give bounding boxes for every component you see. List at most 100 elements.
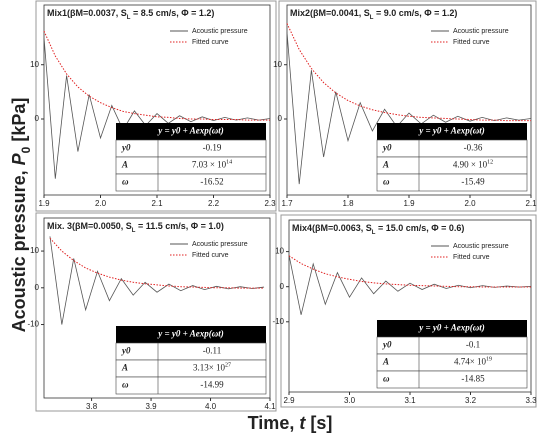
x-label-unit: [s]	[305, 413, 332, 433]
x-tick-label: 3.0	[344, 396, 356, 405]
x-tick-label: 2.0	[464, 199, 476, 208]
series-line	[49, 237, 265, 289]
table-value: -14.85	[461, 374, 485, 384]
x-tick-label: 2.0	[95, 199, 107, 208]
series-line	[43, 37, 271, 179]
series-line	[286, 23, 531, 122]
table-param: ω	[122, 177, 129, 187]
table-param: y0	[121, 143, 131, 153]
y-label-text: Acoustic pressure,	[9, 165, 29, 332]
legend-label: Fitted curve	[192, 252, 229, 259]
x-tick-label: 4.1	[264, 402, 276, 411]
legend-label: Fitted curve	[453, 39, 490, 46]
title-subscript: L	[127, 15, 131, 21]
y-tick-label: 0	[280, 282, 285, 291]
panel-title: Mix4(βM=0.0063, SL = 15.0 cm/s, Φ = 0.6)	[292, 223, 464, 235]
y-tick-label: -10	[27, 320, 39, 329]
table-value: 4.74× 1019	[454, 357, 492, 367]
x-tick-label: 1.7	[281, 199, 293, 208]
table-row	[115, 173, 267, 192]
y-tick-label: 0	[278, 114, 283, 123]
exponent: 14	[226, 160, 232, 166]
y-tick-label: 10	[30, 246, 39, 255]
legend-label: Acoustic pressure	[453, 243, 509, 250]
table-param: y0	[382, 340, 392, 350]
table-value: -16.52	[200, 177, 223, 187]
table-header-bg	[116, 123, 266, 140]
series-line	[288, 255, 531, 288]
x-tick-label: 2.1	[525, 199, 537, 208]
x-tick-label: 2.1	[151, 199, 163, 208]
table-row	[376, 353, 528, 372]
table-value: -15.49	[461, 177, 485, 187]
exponent: 12	[487, 160, 493, 166]
series-line	[49, 236, 265, 325]
mantissa: 4.74× 10	[454, 357, 487, 367]
table-row	[115, 376, 267, 395]
title-main: Mix4(βM=0.0063, S	[292, 223, 372, 233]
table-param: A	[121, 160, 128, 170]
table-row	[376, 370, 528, 389]
table-value: 4.90 × 1012	[453, 160, 493, 170]
title-main: Mix2(βM=0.0041, S	[290, 8, 370, 18]
y-tick-label: 10	[30, 60, 39, 69]
table-header: y = y0 + Aexp(ωt)	[418, 323, 484, 333]
series-line	[286, 32, 532, 185]
legend-label: Acoustic pressure	[192, 241, 248, 248]
panel-frame	[280, 214, 537, 408]
title-rest: = 8.5 cm/s, Φ = 1.2)	[130, 8, 214, 18]
y-label-unit: [kPa]	[9, 98, 29, 147]
x-tick-label: 3.9	[145, 402, 157, 411]
legend-label: Fitted curve	[453, 254, 490, 261]
table-param: A	[382, 357, 389, 367]
panel-frame	[278, 0, 537, 212]
title-main: Mix1(βM=0.0037, S	[47, 8, 127, 18]
table-value: -0.19	[203, 143, 222, 153]
x-tick-label: 4.0	[205, 402, 217, 411]
exponent: 27	[225, 363, 231, 369]
table-header: y = y0 + Aexp(ωt)	[418, 126, 484, 136]
y-label-subscript: 0	[19, 146, 33, 153]
table-value: -0.1	[466, 340, 480, 350]
table-param: ω	[122, 380, 129, 390]
table-row	[115, 359, 267, 378]
y-tick-label: 0	[35, 283, 40, 292]
table-row	[376, 139, 528, 158]
title-subscript: L	[132, 228, 136, 234]
table-param: y0	[382, 143, 392, 153]
y-tick-label: 10	[275, 247, 284, 256]
x-label-symbol: t	[299, 413, 306, 433]
table-header-bg	[377, 123, 527, 140]
x-tick-label: 1.8	[342, 199, 354, 208]
x-tick-label: 3.1	[404, 396, 416, 405]
x-axis-label: Time, t [s]	[248, 413, 333, 433]
table-value: -0.11	[203, 346, 221, 356]
legend-label: Fitted curve	[192, 39, 229, 46]
panel-title: Mix. 3(βM=0.0050, SL = 11.5 cm/s, Φ = 1.…	[47, 221, 224, 233]
x-tick-label: 1.9	[38, 199, 50, 208]
table-param: y0	[121, 346, 131, 356]
y-axis-label: Acoustic pressure, P0 [kPa]	[9, 98, 33, 333]
y-label-symbol: P	[9, 152, 29, 165]
panel-title: Mix2(βM=0.0041, SL = 9.0 cm/s, Φ = 1.2)	[290, 8, 457, 20]
x-label-text: Time,	[248, 413, 300, 433]
x-tick-label: 3.8	[86, 402, 98, 411]
table-param: A	[121, 363, 128, 373]
plot-area	[43, 217, 271, 399]
title-rest: = 11.5 cm/s, Φ = 1.0)	[135, 221, 223, 231]
table-value: 3.13× 1027	[193, 363, 231, 373]
title-rest: = 9.0 cm/s, Φ = 1.2)	[373, 8, 457, 18]
table-header: y = y0 + Aexp(ωt)	[157, 329, 223, 339]
y-tick-label: 10	[273, 60, 282, 69]
y-tick-label: 0	[35, 114, 40, 123]
mantissa: 4.90 × 10	[453, 160, 488, 170]
x-tick-label: 1.9	[403, 199, 415, 208]
table-value: -14.99	[200, 380, 224, 390]
panel-title: Mix1(βM=0.0037, SL = 8.5 cm/s, Φ = 1.2)	[47, 8, 214, 20]
table-value: 7.03 × 1014	[192, 160, 232, 170]
table-row	[376, 173, 528, 192]
y-tick-label: -10	[272, 317, 284, 326]
x-tick-label: 3.3	[525, 396, 537, 405]
panel-frame	[35, 212, 277, 412]
